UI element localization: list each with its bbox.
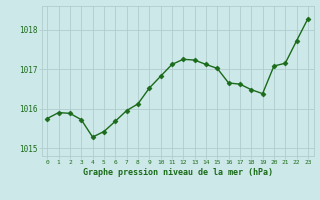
- X-axis label: Graphe pression niveau de la mer (hPa): Graphe pression niveau de la mer (hPa): [83, 168, 273, 177]
